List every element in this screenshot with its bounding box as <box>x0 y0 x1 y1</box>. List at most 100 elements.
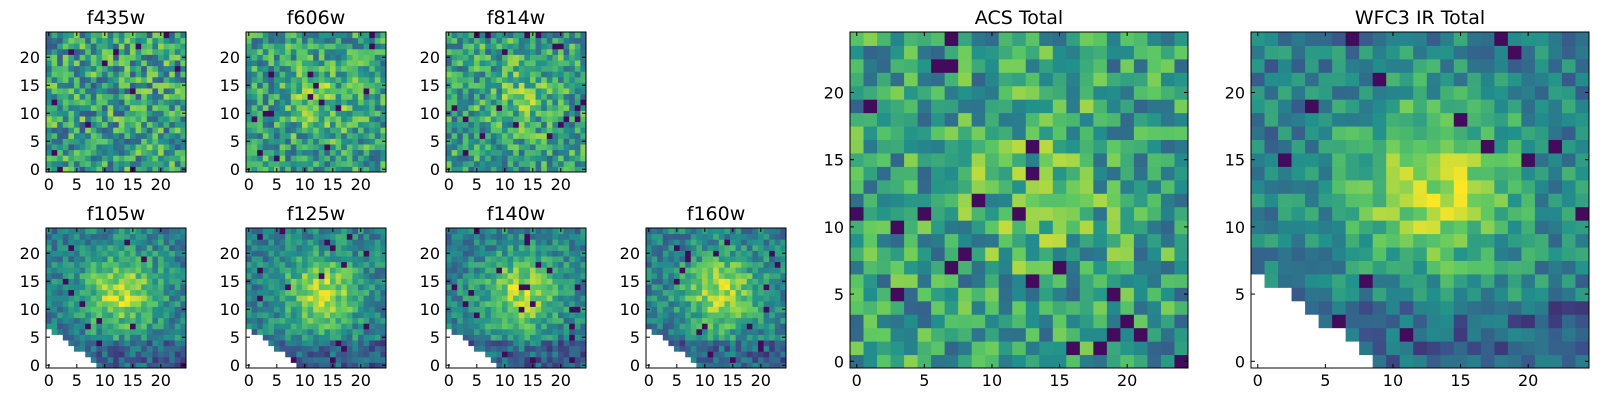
heatmap-cell <box>513 278 520 285</box>
heatmap-cell <box>502 295 509 302</box>
heatmap-cell <box>57 160 64 167</box>
heatmap-cell <box>518 306 525 313</box>
heatmap-cell <box>285 32 292 39</box>
heatmap-cell <box>141 345 148 352</box>
heatmap-cell <box>118 110 125 117</box>
heatmap-cell <box>90 328 97 335</box>
heatmap-cell <box>541 48 548 55</box>
heatmap-cell <box>380 284 387 291</box>
heatmap-cell <box>246 43 253 50</box>
heatmap-cell <box>574 160 581 167</box>
heatmap-cell <box>502 93 509 100</box>
heatmap-cell <box>341 43 348 50</box>
heatmap-cell <box>341 32 348 39</box>
heatmap-cell <box>274 272 281 279</box>
heatmap-cell <box>335 43 342 50</box>
heatmap-cell <box>358 71 365 78</box>
heatmap-cell <box>290 334 297 341</box>
heatmap-cell <box>313 65 320 72</box>
heatmap-cell <box>541 256 548 263</box>
heatmap-cell <box>490 155 497 162</box>
heatmap-cell <box>535 54 542 61</box>
heatmap-cell <box>262 295 269 302</box>
heatmap-cell <box>679 284 686 291</box>
heatmap-cell <box>1039 206 1054 221</box>
heatmap-cell <box>558 267 565 274</box>
heatmap-cell <box>79 228 86 235</box>
heatmap-cell <box>998 273 1013 288</box>
heatmap-cell <box>707 278 714 285</box>
heatmap-cell <box>985 341 1000 356</box>
heatmap-cell <box>513 323 520 330</box>
heatmap-cell <box>1052 300 1067 315</box>
heatmap-cell <box>307 132 314 139</box>
heatmap-cell <box>141 48 148 55</box>
heatmap-cell <box>530 104 537 111</box>
heatmap-cell <box>1025 300 1040 315</box>
heatmap-cell <box>451 138 458 145</box>
heatmap-cell <box>1093 85 1108 100</box>
heatmap-cell <box>563 239 570 246</box>
heatmap-cell <box>335 155 342 162</box>
heatmap-cell <box>268 127 275 134</box>
heatmap-cell <box>85 284 92 291</box>
heatmap-cell <box>1106 206 1121 221</box>
heatmap-cell <box>485 48 492 55</box>
heatmap-cell <box>746 312 753 319</box>
heatmap-cell <box>335 267 342 274</box>
heatmap-cell <box>1012 341 1027 356</box>
heatmap-cell <box>102 306 109 313</box>
heatmap-cell <box>262 60 269 67</box>
heatmap-cell <box>863 206 878 221</box>
heatmap-cell <box>490 256 497 263</box>
heatmap-cell <box>580 323 587 330</box>
heatmap-cell <box>330 356 337 363</box>
heatmap-cell <box>763 233 770 240</box>
heatmap-cell <box>580 132 587 139</box>
heatmap-cell <box>352 76 359 83</box>
heatmap-cell <box>490 76 497 83</box>
heatmap-cell <box>741 328 748 335</box>
heatmap-cell <box>102 88 109 95</box>
heatmap-cell <box>774 267 781 274</box>
heatmap-cell <box>335 88 342 95</box>
heatmap-cell <box>374 144 381 151</box>
heatmap-cell <box>541 43 548 50</box>
heatmap-cell <box>346 110 353 117</box>
heatmap-cell <box>307 144 314 151</box>
heatmap-cell <box>158 356 165 363</box>
heatmap-cell <box>262 121 269 128</box>
heatmap-cell <box>563 356 570 363</box>
heatmap-cell <box>290 149 297 156</box>
heatmap-cell <box>169 32 176 39</box>
heatmap-cell <box>96 116 103 123</box>
heatmap-cell <box>324 317 331 324</box>
heatmap-cell <box>741 323 748 330</box>
heatmap-cell <box>102 54 109 61</box>
heatmap-cell <box>679 323 686 330</box>
heatmap-cell <box>257 228 264 235</box>
heatmap-cell <box>702 278 709 285</box>
heatmap-cell <box>1093 287 1108 302</box>
heatmap-cell <box>102 48 109 55</box>
heatmap-cell <box>696 278 703 285</box>
heatmap-cell <box>1039 193 1054 208</box>
heatmap-cell <box>146 351 153 358</box>
heatmap-cell <box>490 239 497 246</box>
heatmap-cell <box>657 284 664 291</box>
heatmap-cell <box>352 149 359 156</box>
heatmap-cell <box>668 233 675 240</box>
heatmap-cell <box>79 43 86 50</box>
heatmap-cell <box>468 261 475 268</box>
heatmap-cell <box>502 104 509 111</box>
heatmap-cell <box>113 127 120 134</box>
heatmap-cell <box>877 179 892 194</box>
heatmap-cell <box>507 160 514 167</box>
heatmap-cell <box>1012 327 1027 342</box>
heatmap-cell <box>180 261 187 268</box>
heatmap-cell <box>51 295 58 302</box>
heatmap-cell <box>518 82 525 89</box>
heatmap-cell <box>985 152 1000 167</box>
heatmap-cell <box>279 300 286 307</box>
heatmap-cell <box>502 239 509 246</box>
